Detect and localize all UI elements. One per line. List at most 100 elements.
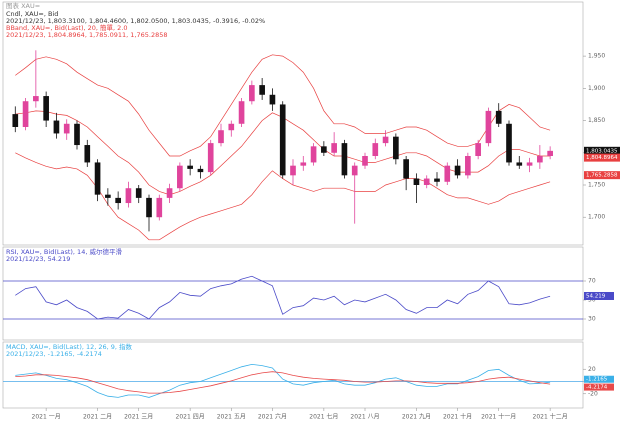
candle-body bbox=[94, 162, 101, 195]
x-tick-label: 2021 七月 bbox=[309, 413, 338, 421]
candle-body bbox=[321, 146, 327, 153]
x-tick-label: 2021 十二月 bbox=[533, 413, 568, 421]
x-tick-label: 2021 四月 bbox=[176, 414, 205, 421]
candle-body bbox=[279, 104, 286, 176]
x-tick-label: 2021 三月 bbox=[124, 414, 153, 421]
candle-body bbox=[269, 94, 276, 105]
candle-body bbox=[74, 123, 80, 146]
candle-body bbox=[506, 123, 512, 163]
candle-body bbox=[207, 143, 214, 173]
candle-body bbox=[156, 197, 163, 218]
candle-body bbox=[197, 168, 204, 173]
price-tag bbox=[584, 171, 620, 180]
bollinger-band bbox=[15, 54, 551, 157]
rsi-header: RSI, XAU=, Bid(Last), 14, 威尔德平滑 bbox=[6, 247, 122, 256]
candle-body bbox=[177, 165, 183, 189]
candle-body bbox=[43, 96, 49, 121]
candle-body bbox=[454, 165, 461, 176]
x-tick-label: 2021 十一月 bbox=[481, 413, 516, 421]
candle-body bbox=[444, 165, 451, 182]
price-header: Cndl, XAU=, Bid bbox=[6, 10, 58, 18]
candle-body bbox=[341, 143, 348, 176]
candle-body bbox=[393, 136, 399, 160]
candle-body bbox=[22, 101, 29, 127]
macd-tag-label: -1.2165 bbox=[586, 377, 608, 383]
candle-body bbox=[485, 110, 492, 144]
price-tag-label: 1,804.8964 bbox=[586, 155, 618, 161]
candle-body bbox=[362, 156, 368, 166]
candle-body bbox=[228, 123, 235, 131]
price-header: 2021/12/23, 1,803.3100, 1,804.4600, 1,80… bbox=[6, 17, 265, 25]
candle-body bbox=[125, 188, 132, 204]
x-tick-label: 2021 八月 bbox=[350, 414, 379, 421]
candle-body bbox=[547, 150, 553, 156]
macd-header: MACD, XAU=, Bid(Last), 12, 26, 9, 指数 bbox=[6, 342, 133, 351]
candle-body bbox=[537, 156, 543, 163]
rsi-y-tick-label: 70 bbox=[588, 278, 596, 285]
candle-body bbox=[423, 178, 430, 185]
candle-body bbox=[331, 143, 337, 153]
candle-body bbox=[413, 178, 420, 185]
macd-y-tick-label: 20 bbox=[588, 366, 596, 373]
rsi-y-tick-label: 30 bbox=[588, 316, 596, 323]
candle-body bbox=[115, 197, 121, 204]
y-tick-label: 1,950 bbox=[588, 53, 605, 60]
candle-body bbox=[372, 143, 379, 156]
price-panel bbox=[2, 1, 584, 246]
candle-body bbox=[187, 165, 193, 169]
candle-body bbox=[259, 85, 265, 95]
x-tick-label: 2021 九月 bbox=[402, 413, 431, 421]
candle-body bbox=[166, 188, 173, 198]
candle-body bbox=[53, 120, 60, 134]
x-tick-label: 2021 六月 bbox=[258, 413, 287, 421]
rsi-y-tick-label: 50 bbox=[588, 297, 596, 304]
candle-body bbox=[238, 101, 245, 124]
candle-body bbox=[310, 146, 317, 163]
candle-body bbox=[403, 159, 409, 179]
candle-body bbox=[290, 165, 296, 176]
band-header: BBand, XAU=, Bid(Last), 20, 簡單, 2.0 bbox=[6, 23, 128, 32]
candle-body bbox=[84, 145, 91, 163]
rsi-line bbox=[15, 275, 551, 320]
macd-tag bbox=[584, 383, 614, 391]
price-tag-label: 1,765.2858 bbox=[586, 173, 618, 179]
candle-body bbox=[135, 188, 142, 198]
candle-body bbox=[63, 123, 70, 134]
candle-body bbox=[351, 165, 358, 176]
macd-tag-label: -4.2174 bbox=[586, 385, 608, 391]
bollinger-band bbox=[15, 152, 551, 241]
rsi-panel bbox=[2, 246, 584, 341]
candle-body bbox=[434, 178, 440, 182]
macd-y-tick-label: -20 bbox=[588, 390, 598, 397]
candle-body bbox=[526, 162, 533, 166]
rsi-header: 2021/12/23, 54.219 bbox=[6, 255, 70, 263]
price-tag bbox=[584, 153, 620, 162]
candle-body bbox=[33, 96, 39, 102]
candle-body bbox=[495, 110, 502, 124]
candle-body bbox=[300, 162, 307, 166]
candle-body bbox=[249, 85, 255, 102]
price-tag-label: 1,803.0435 bbox=[586, 148, 618, 154]
rsi-tag bbox=[584, 291, 614, 300]
x-tick-label: 2021 十月 bbox=[443, 413, 472, 421]
y-tick-label: 1,700 bbox=[588, 214, 605, 221]
candle-body bbox=[105, 194, 111, 198]
macd-panel bbox=[2, 341, 584, 409]
y-tick-label: 1,900 bbox=[588, 85, 605, 92]
x-tick-label: 2021 一月 bbox=[32, 414, 61, 421]
x-tick-label: 2021 二月 bbox=[83, 414, 112, 421]
price-tag bbox=[584, 146, 620, 155]
candle-body bbox=[516, 162, 523, 166]
macd-line bbox=[15, 371, 551, 394]
macd-tag bbox=[584, 375, 614, 383]
candle-body bbox=[146, 197, 152, 218]
macd-header: 2021/12/23, -1.2165, -4.2174 bbox=[6, 350, 102, 358]
x-tick-label: 2021 五月 bbox=[217, 414, 246, 421]
candle-body bbox=[465, 156, 471, 176]
band-header: 2021/12/23, 1,804.8964, 1,785.0911, 1,76… bbox=[6, 31, 168, 39]
y-tick-label: 1,850 bbox=[588, 117, 605, 124]
candle-body bbox=[218, 130, 224, 144]
candle-body bbox=[475, 143, 481, 156]
